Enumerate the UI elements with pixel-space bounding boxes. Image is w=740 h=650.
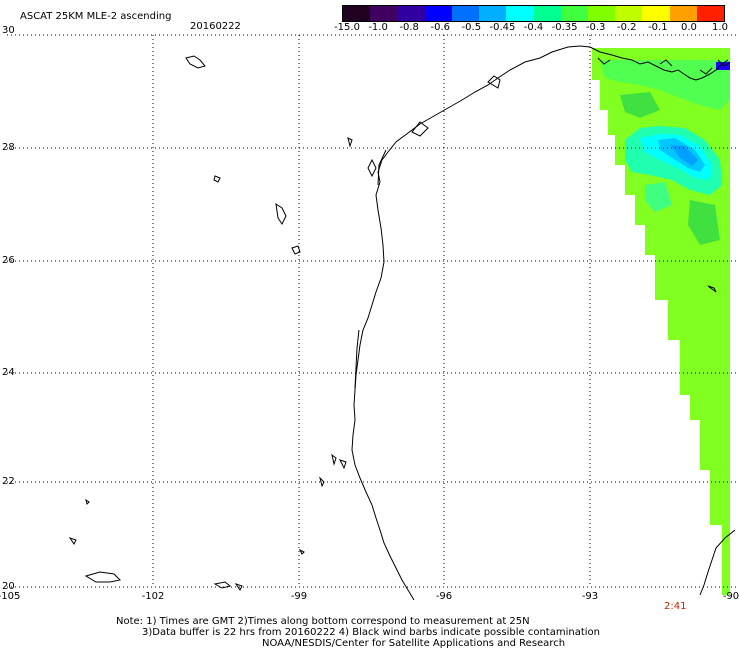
colorbar-segment [669,6,697,21]
colorbar-label: -0.2 [616,22,637,33]
colorbar-segment [560,6,588,21]
time-label: 2:41 [664,601,687,612]
lat-tick-30: 30 [2,25,15,36]
colorbar-label: -0.6 [430,22,451,33]
colorbar-segment [615,6,643,21]
colorbar-label: -0.1 [648,22,668,33]
colorbar-label: 1.0 [712,22,728,33]
colorbar-segment [451,6,480,21]
lon-tick-93: -93 [581,591,599,602]
lon-tick-90: -90 [722,591,740,602]
colorbar-label: -0.4 [523,22,544,33]
colorbar-segment [397,6,425,21]
colorbar-label: -0.35 [551,22,578,33]
colorbar-label: -0.3 [585,22,606,33]
lat-tick-22: 22 [2,476,15,487]
note-line-2: 3)Data buffer is 22 hrs from 20160222 4)… [142,627,600,638]
colorbar-segment [533,6,561,21]
colorbar-segment [696,6,725,21]
lat-tick-26: 26 [2,255,15,266]
colorbar-label: 0.0 [680,22,697,33]
colorbar-segment [370,6,398,21]
colorbar-label: -1.0 [368,22,388,33]
colorbar-segment [343,6,371,21]
colorbar-segment [424,6,452,21]
lon-tick-102: -102 [141,591,165,602]
colorbar-segment [479,6,507,21]
lat-tick-24: 24 [2,367,15,378]
lat-tick-20: 20 [2,581,15,592]
colorbar-label: -15.0 [334,22,360,33]
scatterometer-swath [592,48,730,595]
colorbar-segment [642,6,670,21]
note-line-1: Note: 1) Times are GMT 2)Times along bot… [116,616,530,627]
coastline [351,45,736,601]
lon-tick-99: -99 [290,591,308,602]
lon-tick-105: -105 [0,591,21,602]
inland-features [68,55,717,591]
colorbar-segment [506,6,534,21]
colorbar-label: -0.45 [489,22,516,33]
map-title: ASCAT 25KM MLE-2 ascending [20,11,172,22]
lon-tick-96: -96 [435,591,453,602]
colorbar-label: -0.5 [461,22,482,33]
colorbar-label: -0.8 [399,22,419,33]
lat-lon-grid [7,34,736,588]
lat-tick-28: 28 [2,142,15,153]
note-line-3: NOAA/NESDIS/Center for Satellite Applica… [262,638,566,649]
colorbar [342,5,725,22]
colorbar-segment [587,6,616,21]
map-date: 20160222 [190,21,241,32]
